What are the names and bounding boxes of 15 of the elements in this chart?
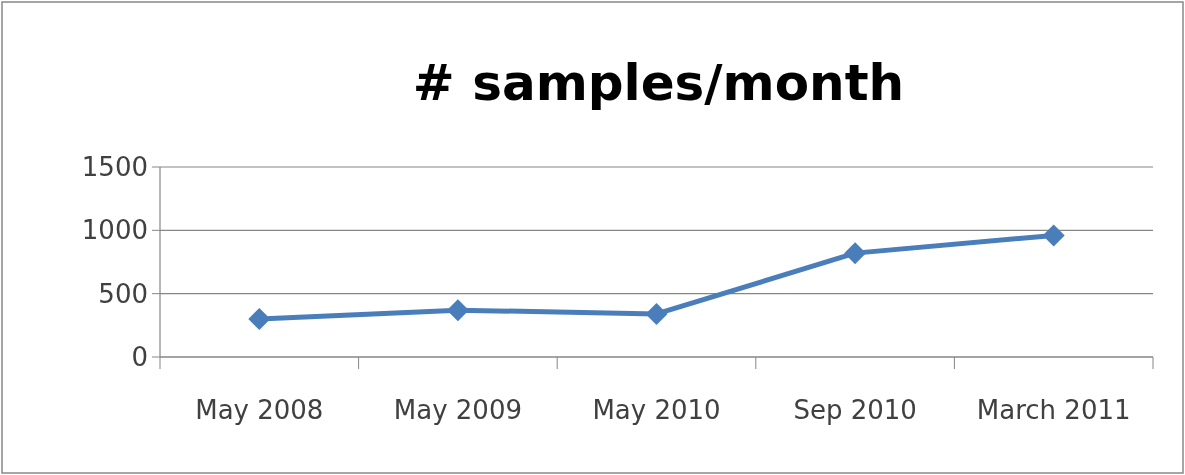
x-tick-label: May 2009	[393, 395, 522, 425]
y-tick-label: 1500	[81, 152, 148, 183]
point	[844, 242, 867, 265]
point	[248, 308, 271, 330]
x-tick-label: May 2010	[592, 395, 721, 425]
x-tick-label: Sep 2010	[793, 395, 917, 425]
y-tick-label: 0	[131, 342, 148, 373]
y-tick-label: 1000	[81, 215, 148, 246]
y-tick-label: 500	[98, 278, 148, 309]
chart-title: # samples/month	[412, 54, 905, 112]
x-tick-label: March 2011	[976, 395, 1131, 425]
point	[645, 302, 668, 325]
x-tick-label: May 2008	[195, 395, 324, 425]
point	[446, 299, 469, 322]
point	[1042, 224, 1065, 247]
